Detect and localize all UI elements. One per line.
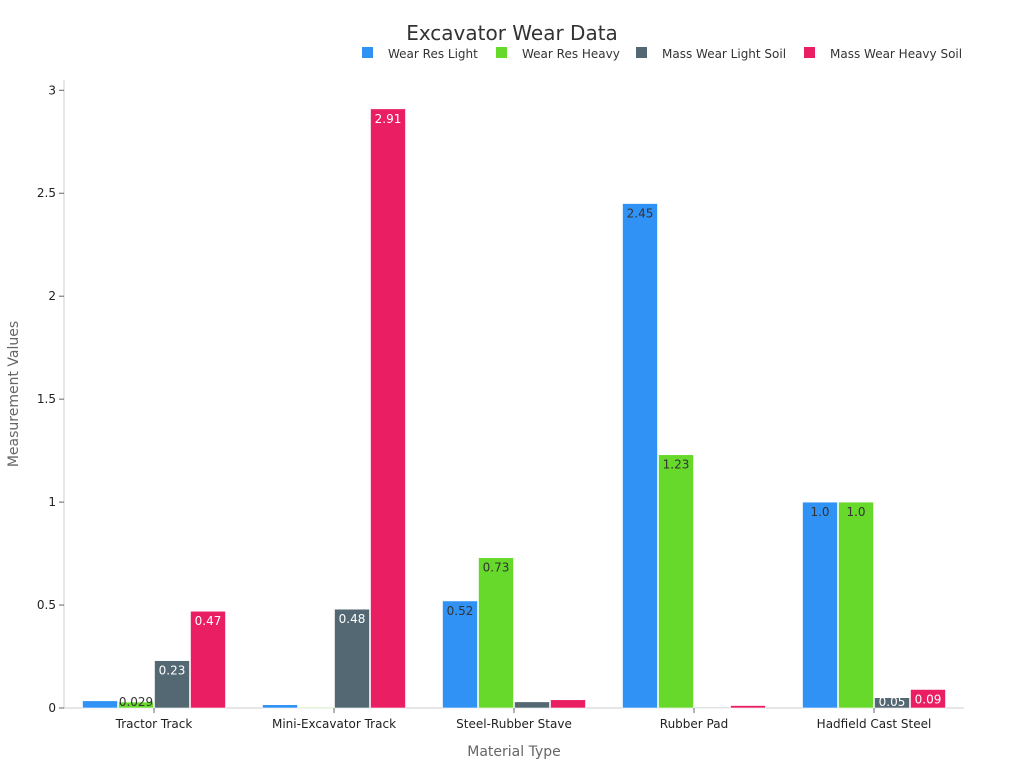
- x-axis-ticks: Tractor Track Mini-Excavator Track Steel-R…: [115, 708, 932, 731]
- bar: [550, 699, 586, 709]
- y-axis-title: Measurement Values: [6, 321, 22, 467]
- bar-value-label: 0.029: [119, 695, 153, 709]
- bar: [838, 501, 874, 709]
- bar: [370, 108, 406, 709]
- legend-swatch: [362, 47, 373, 58]
- bar-value-label: 1.23: [663, 458, 690, 472]
- bar: [190, 610, 226, 709]
- x-tick-label: Mini-Excavator Track: [272, 717, 396, 731]
- legend-swatch: [636, 47, 647, 58]
- legend-label: Wear Res Light: [388, 47, 478, 61]
- chart-title: Excavator Wear Data: [406, 21, 618, 45]
- bars: 0.029 0.23 0.47 0.48 2.91 0.52 0.73 2.45 1.23 1.0…: [82, 108, 946, 709]
- x-tick-label: Rubber Pad: [660, 717, 728, 731]
- bar-value-label: 0.48: [339, 612, 366, 626]
- bar-value-label: 2.91: [375, 112, 402, 126]
- bar: [910, 689, 946, 709]
- y-axis-ticks: 0 0.5 1 1.5 2 2.5 3: [37, 83, 64, 715]
- x-tick-label: Tractor Track: [115, 717, 193, 731]
- bar-value-label: 1.0: [846, 505, 865, 519]
- y-tick-label: 1.5: [37, 392, 56, 406]
- bar-value-label: 0.23: [159, 664, 186, 678]
- bar: [118, 701, 154, 709]
- bar: [730, 705, 766, 709]
- bar-value-label: 0.09: [915, 692, 942, 706]
- bar: [262, 704, 298, 709]
- bar: [442, 600, 478, 709]
- bar-value-label: 1.0: [810, 505, 829, 519]
- bar: [694, 706, 730, 709]
- y-tick-label: 0: [48, 701, 56, 715]
- bar: [514, 701, 550, 709]
- x-tick-label: Steel-Rubber Stave: [456, 717, 572, 731]
- bar: [622, 203, 658, 709]
- legend-label: Mass Wear Heavy Soil: [830, 47, 962, 61]
- bar: [298, 706, 334, 709]
- legend: Wear Res Light Wear Res Heavy Mass Wear Li…: [362, 47, 962, 61]
- bar-value-label: 0.73: [483, 561, 510, 575]
- y-tick-label: 2.5: [37, 186, 56, 200]
- bar-value-label: 0.52: [447, 604, 474, 618]
- bar: [154, 660, 190, 709]
- bar: [478, 557, 514, 709]
- bar-value-label: 0.47: [195, 614, 222, 628]
- y-tick-label: 0.5: [37, 598, 56, 612]
- bar: [658, 454, 694, 709]
- legend-label: Mass Wear Light Soil: [662, 47, 786, 61]
- y-tick-label: 1: [48, 495, 56, 509]
- bar: [82, 700, 118, 709]
- bar-value-label: 2.45: [627, 207, 654, 221]
- y-tick-label: 3: [48, 83, 56, 97]
- x-tick-label: Hadfield Cast Steel: [817, 717, 932, 731]
- y-tick-label: 2: [48, 289, 56, 303]
- legend-label: Wear Res Heavy: [522, 47, 620, 61]
- bar-value-label: 0.05: [879, 695, 906, 709]
- bar: [874, 697, 910, 709]
- legend-swatch: [804, 47, 815, 58]
- x-axis-title: Material Type: [467, 744, 560, 760]
- bar: [334, 608, 370, 709]
- bar: [802, 501, 838, 709]
- legend-swatch: [496, 47, 507, 58]
